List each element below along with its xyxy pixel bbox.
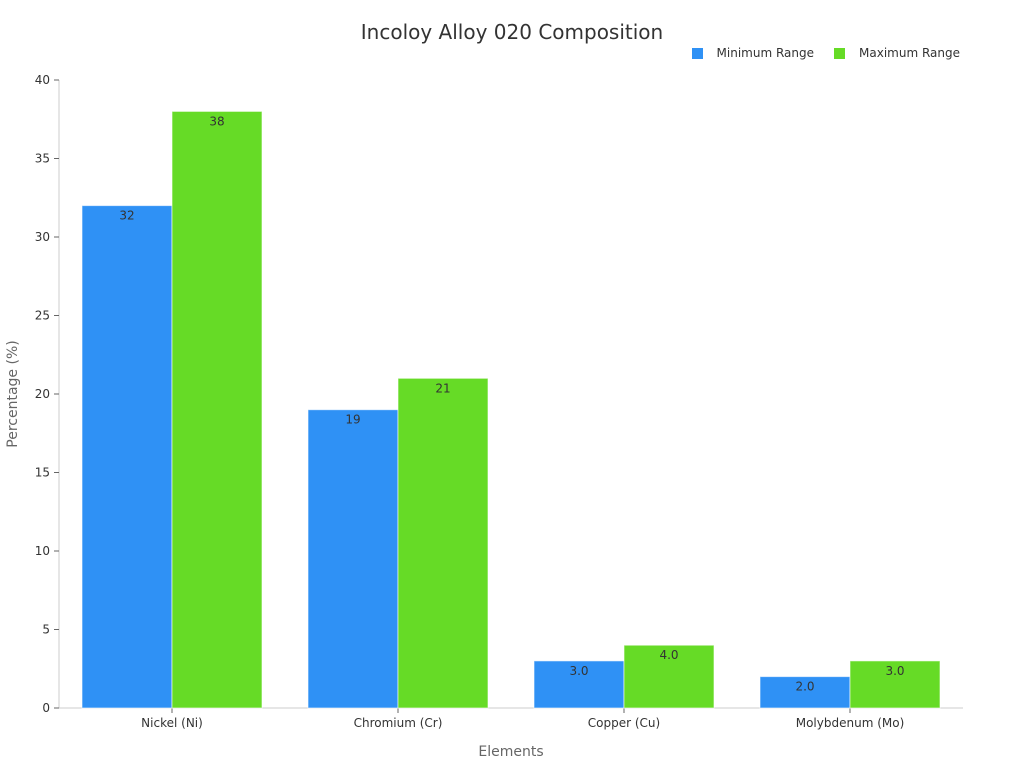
bar[interactable]	[307, 409, 399, 709]
legend-item-minimum[interactable]: Minimum Range	[691, 46, 815, 60]
y-tick-label: 25	[35, 309, 50, 323]
bar-value-label: 19	[345, 413, 360, 427]
x-tick-label: Chromium (Cr)	[354, 716, 443, 730]
y-tick-label: 0	[42, 701, 50, 715]
bar[interactable]	[849, 660, 941, 709]
bar-value-label: 3.0	[569, 664, 588, 678]
bar[interactable]	[397, 377, 489, 709]
x-tick-label: Nickel (Ni)	[141, 716, 203, 730]
x-axis-title: Elements	[478, 744, 543, 760]
y-tick-label: 40	[35, 73, 50, 87]
bar-value-label: 2.0	[795, 680, 814, 694]
bar[interactable]	[171, 110, 263, 709]
y-tick-label: 5	[42, 623, 50, 637]
bar-value-label: 38	[209, 114, 224, 128]
legend-item-maximum[interactable]: Maximum Range	[834, 46, 960, 60]
chart-title: Incoloy Alloy 020 Composition	[360, 20, 664, 44]
y-tick-label: 30	[35, 230, 50, 244]
bar-value-label: 21	[435, 381, 450, 395]
y-tick-label: 20	[35, 387, 50, 401]
bar-value-label: 4.0	[659, 648, 678, 662]
chart-legend: Minimum Range Maximum Range	[672, 46, 960, 60]
x-tick-label: Copper (Cu)	[588, 716, 660, 730]
y-tick-label: 35	[35, 152, 50, 166]
legend-label-minimum: Minimum Range	[716, 46, 815, 60]
legend-label-maximum: Maximum Range	[859, 46, 960, 60]
legend-swatch-minimum	[691, 47, 703, 59]
legend-swatch-maximum	[834, 47, 846, 59]
bar[interactable]	[759, 676, 851, 709]
bar[interactable]	[81, 205, 173, 709]
bar[interactable]	[623, 644, 715, 709]
y-axis-title: Percentage (%)	[5, 340, 21, 447]
y-tick-label: 15	[35, 466, 50, 480]
y-tick-label: 10	[35, 544, 50, 558]
bar-value-label: 3.0	[885, 664, 904, 678]
x-tick-label: Molybdenum (Mo)	[796, 716, 905, 730]
bar-value-label: 32	[119, 209, 134, 223]
